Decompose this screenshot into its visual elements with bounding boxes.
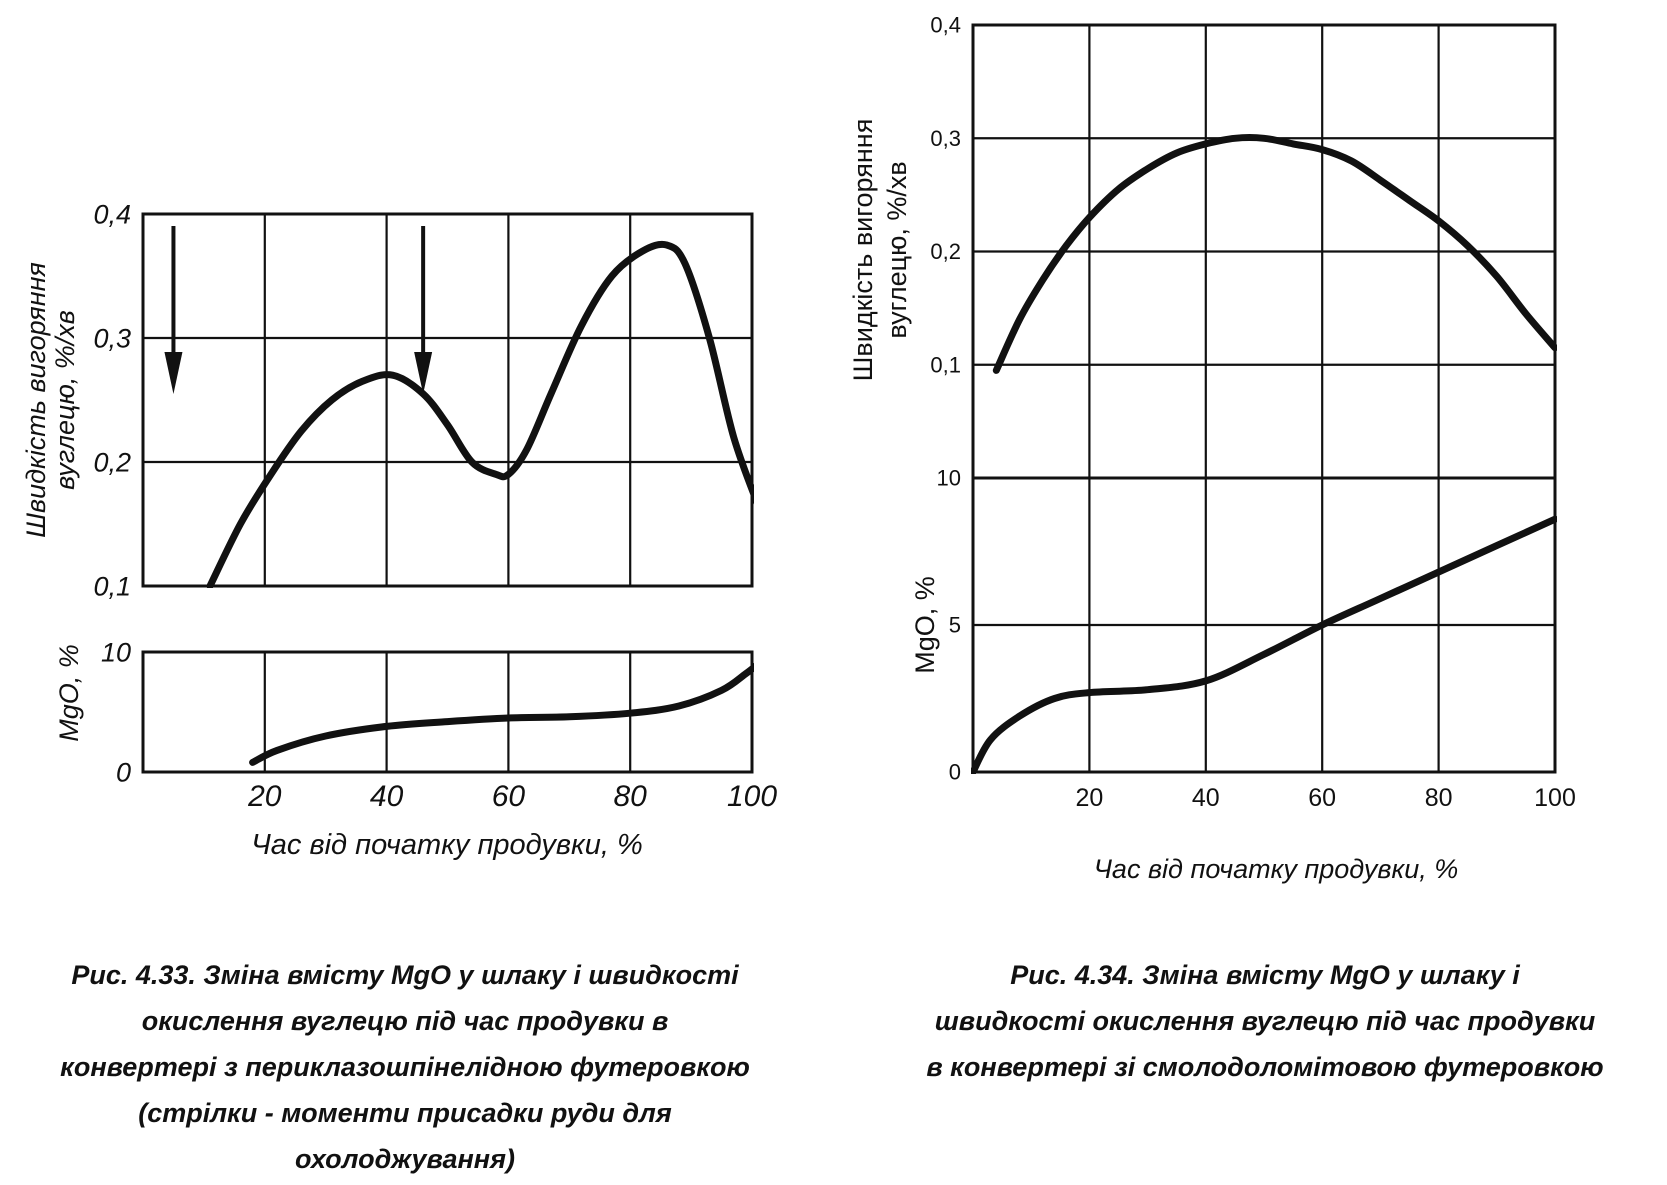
x-tick-label: 40: [370, 780, 404, 813]
y-tick-label: 0,3: [930, 126, 961, 151]
x-axis-title-right: Час від початку продувки, %: [1094, 854, 1459, 884]
x-tick-label: 60: [1308, 784, 1336, 812]
x-tick-label: 100: [727, 780, 777, 813]
x-tick-label: 100: [1534, 784, 1576, 812]
y-tick-label: 0,2: [930, 239, 961, 264]
carbon-rate-chart-right: 0,1 0,2 0,3 0,4: [930, 13, 1557, 480]
figure-4-33: 0,1 0,2 0,3 0,4 0 10 20 40 60 80 100 Швидкість ви…: [21, 199, 777, 861]
x-tick-label: 80: [1425, 784, 1453, 812]
x-tick-label: 20: [247, 780, 282, 813]
caption-line: конвертері з периклазошпінелідною футеро…: [60, 1052, 750, 1082]
figure-caption-left: Рис. 4.33. Зміна вмісту MgO у шлаку і шв…: [0, 952, 810, 1182]
x-tick-label: 40: [1192, 784, 1220, 812]
series-line: [971, 515, 1557, 774]
y-axis-title-line: Швидкість вигоряння: [21, 262, 51, 538]
x-tick-label: 20: [1075, 784, 1103, 812]
y-axis-title-line: вуглецю, %/хв: [882, 161, 912, 338]
plot-frame: [141, 650, 754, 774]
x-axis-title-left: Час від початку продувки, %: [251, 829, 643, 861]
mgo-ylabel-left: MgO, %: [54, 644, 84, 742]
y-tick-label: 0,4: [930, 13, 961, 38]
y-tick-label: 0,1: [930, 352, 961, 377]
caption-line: Рис. 4.33. Зміна вмісту MgO у шлаку і шв…: [71, 960, 739, 990]
series-line: [249, 662, 754, 766]
x-tick-label: 80: [614, 780, 648, 813]
figure-4-34: 0,1 0,2 0,3 0,4 0 5 10 20 40 60 80 100 Швидкість в…: [848, 13, 1576, 884]
y-tick-label: 0,2: [93, 447, 131, 477]
figure-caption-right: Рис. 4.34. Зміна вмісту MgO у шлаку і шв…: [870, 952, 1660, 1090]
y-tick-label: 0: [116, 757, 131, 787]
y-tick-label: 0,3: [93, 323, 131, 353]
caption-line: Рис. 4.34. Зміна вмісту MgO у шлаку і: [1010, 960, 1520, 990]
caption-line: окислення вуглецю під час продувки в: [141, 1006, 669, 1036]
caption-line: (стрілки - моменти присадки руди для: [138, 1098, 672, 1128]
ore-addition-arrow-head: [414, 352, 433, 394]
series-line: [206, 240, 754, 588]
mgo-ylabel-right: MgO, %: [910, 576, 940, 674]
plot-frame: [971, 476, 1557, 774]
x-tick-label: 60: [492, 780, 526, 813]
ore-addition-arrow-head: [164, 352, 183, 394]
y-tick-label: 10: [101, 637, 131, 667]
y-tick-label: 0,1: [93, 571, 131, 601]
plot-frame: [141, 212, 754, 588]
caption-line: охолоджування): [295, 1144, 515, 1174]
mgo-chart-right: 0 5 10 20 40 60 80 100: [937, 466, 1576, 812]
carbon-rate-ylabel-right: Швидкість вигоряння вуглецю, %/хв: [848, 119, 912, 382]
caption-line: швидкості окислення вуглецю під час прод…: [934, 1006, 1596, 1036]
series-line: [992, 134, 1557, 374]
carbon-rate-ylabel-left: Швидкість вигоряння вуглецю, %/хв: [21, 262, 80, 538]
caption-line: в конвертері зі смолодоломітовою футеров…: [926, 1052, 1604, 1082]
y-tick-label: 10: [937, 466, 961, 491]
y-tick-label: 0: [949, 760, 961, 785]
y-axis-title-line: Швидкість вигоряння: [848, 119, 878, 382]
mgo-chart-left: 0 10 20 40 60 80 100: [101, 637, 777, 813]
y-tick-label: 0,4: [93, 199, 131, 229]
carbon-rate-chart-left: 0,1 0,2 0,3 0,4: [93, 199, 754, 601]
y-axis-title-line: вуглецю, %/хв: [50, 310, 80, 490]
y-tick-label: 5: [949, 613, 961, 638]
